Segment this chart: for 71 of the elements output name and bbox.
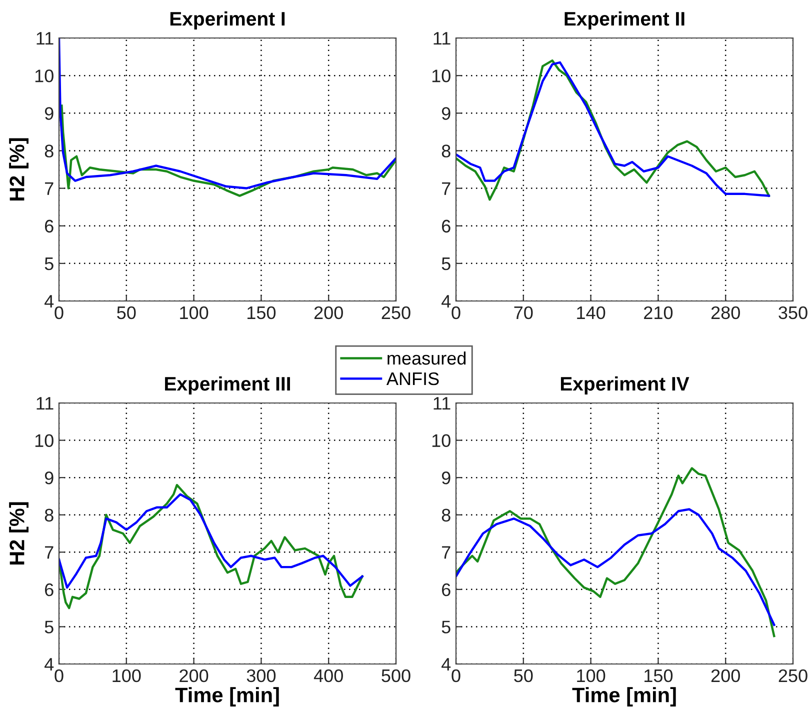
line-series <box>60 104 396 197</box>
line-series <box>59 484 364 610</box>
line-series <box>456 508 776 626</box>
chart-title: Experiment II <box>564 11 684 30</box>
legend-label: measured <box>388 351 466 365</box>
y-axis-title: H2 [%] <box>9 138 28 201</box>
y-tick-label: 10 <box>35 70 54 82</box>
y-tick-label: 4 <box>44 295 54 308</box>
y-tick-label: 10 <box>35 434 54 448</box>
y-tick-label: 9 <box>442 107 450 120</box>
y-tick-label: 4 <box>442 295 451 308</box>
y-tick-label: 5 <box>442 258 450 270</box>
x-tick-label: 100 <box>180 306 208 320</box>
y-tick-label: 8 <box>442 144 450 158</box>
y-tick-label: 9 <box>44 472 54 484</box>
y-tick-label: 8 <box>442 508 450 522</box>
x-tick-label: 100 <box>112 669 141 682</box>
x-tick-label: 0 <box>452 669 460 682</box>
y-tick-label: 6 <box>45 220 54 233</box>
x-tick-label: 140 <box>577 306 606 320</box>
chart-title: Experiment III <box>165 376 290 395</box>
y-tick-label: 5 <box>44 620 54 634</box>
x-tick-label: 250 <box>778 669 808 682</box>
x-tick-label: 280 <box>711 306 740 320</box>
y-tick-label: 10 <box>432 70 450 82</box>
y-tick-label: 9 <box>44 107 54 120</box>
y-axis-title: H2 [%] <box>9 502 28 565</box>
y-tick-label: 7 <box>442 546 450 559</box>
x-tick-label: 350 <box>778 306 808 320</box>
y-tick-label: 4 <box>44 658 54 671</box>
x-tick-label: 210 <box>644 306 673 320</box>
x-tick-label: 250 <box>382 306 410 320</box>
x-axis-title: Time [min] <box>572 687 676 706</box>
y-tick-label: 7 <box>45 546 54 559</box>
x-tick-label: 200 <box>314 306 343 320</box>
x-tick-label: 150 <box>644 669 673 682</box>
y-tick-label: 5 <box>44 258 54 270</box>
y-tick-label: 8 <box>44 508 54 522</box>
x-tick-label: 0 <box>54 306 64 320</box>
y-tick-label: 11 <box>434 32 450 45</box>
y-tick-label: 7 <box>442 182 450 195</box>
y-tick-label: 5 <box>442 620 450 634</box>
x-tick-label: 300 <box>246 669 276 682</box>
y-tick-label: 4 <box>442 658 451 671</box>
y-tick-label: 7 <box>45 182 54 195</box>
x-tick-label: 200 <box>711 669 740 682</box>
y-tick-label: 11 <box>36 32 54 45</box>
y-tick-label: 8 <box>44 144 54 158</box>
x-tick-label: 400 <box>314 669 343 682</box>
line-series <box>59 493 364 589</box>
chart-title: Experiment IV <box>560 376 690 395</box>
y-tick-label: 6 <box>442 220 450 233</box>
y-tick-label: 6 <box>45 583 54 596</box>
x-tick-label: 0 <box>452 306 460 320</box>
legend-label: ANFIS <box>386 372 439 386</box>
y-tick-label: 10 <box>432 434 450 448</box>
x-tick-label: 70 <box>514 306 533 320</box>
y-tick-label: 6 <box>442 583 450 596</box>
chart-title: Experiment I <box>170 11 285 30</box>
x-tick-label: 150 <box>248 306 276 320</box>
x-axis-title: Time [min] <box>175 687 279 706</box>
x-tick-label: 0 <box>54 669 64 682</box>
x-tick-label: 50 <box>117 306 136 320</box>
line-series <box>456 467 776 638</box>
x-tick-label: 50 <box>514 669 533 682</box>
y-tick-label: 11 <box>36 397 54 410</box>
x-tick-label: 100 <box>577 669 606 682</box>
y-tick-label: 9 <box>442 472 450 484</box>
x-tick-label: 200 <box>180 669 208 682</box>
x-tick-label: 500 <box>382 669 410 682</box>
y-tick-label: 11 <box>434 397 450 410</box>
